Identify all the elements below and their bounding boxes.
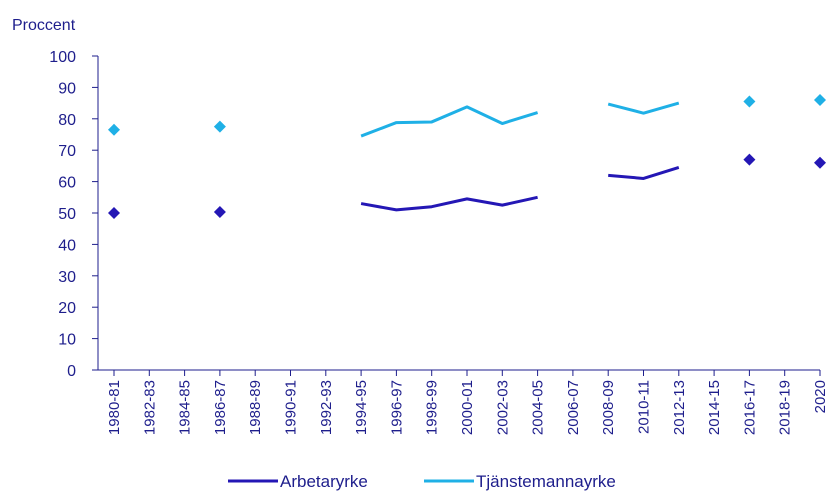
x-ticks: 1980-81 1982-83 1984-85 1986-87 1988-89 1990-…: [106, 370, 829, 435]
series-line: [360, 105, 539, 138]
x-tick-label: 2016-17: [741, 380, 758, 435]
y-tick-label: 20: [58, 300, 76, 317]
series-line: [360, 195, 538, 212]
x-tick-label: 2004-05: [530, 380, 547, 435]
data-point-marker: [743, 153, 756, 166]
x-tick-label: 1986-87: [212, 380, 229, 435]
y-ticks: 0 10 20 30 40 50 60 70 80 90 100: [49, 49, 98, 380]
series-line: [608, 166, 680, 180]
x-tick-label: 2018-19: [777, 380, 794, 435]
x-tick-label: 2014-15: [706, 380, 723, 435]
x-tick-label: 2002-03: [494, 380, 511, 435]
data-point-marker: [814, 156, 826, 169]
series-line: [607, 101, 680, 115]
y-tick-label: 60: [58, 175, 76, 192]
y-tick-label: 0: [67, 363, 76, 380]
data-point-marker: [108, 207, 120, 219]
series-tjänstemannayrke: [108, 93, 826, 138]
x-tick-label: 2000-01: [459, 380, 476, 435]
x-tick-label: 1984-85: [177, 380, 194, 435]
x-tick-label: 2012-13: [671, 380, 688, 435]
x-tick-label: 2010-11: [636, 380, 653, 434]
x-tick-label: 1992-93: [318, 380, 335, 435]
series-layer: [108, 93, 826, 219]
legend-label: Arbetaryrke: [280, 472, 368, 491]
x-tick-label: 1998-99: [424, 380, 441, 435]
data-point-marker: [814, 93, 826, 106]
x-tick-label: 1982-83: [141, 380, 158, 435]
x-tick-label: 1988-89: [247, 380, 264, 435]
x-tick-label: 2020: [812, 380, 829, 413]
y-tick-label: 80: [58, 112, 76, 129]
y-axis-title: Proccent: [12, 17, 76, 34]
x-tick-label: 2008-09: [600, 380, 617, 435]
series-arbetaryrke: [108, 153, 826, 219]
x-tick-label: 1996-97: [388, 380, 405, 435]
x-tick-label: 2006-07: [565, 380, 582, 435]
y-tick-label: 100: [49, 49, 76, 66]
x-tick-label: 1980-81: [106, 380, 123, 435]
y-tick-label: 30: [58, 269, 76, 286]
data-point-marker: [743, 95, 756, 108]
legend: Arbetaryrke Tjänstemannayrke: [228, 472, 616, 491]
y-tick-label: 90: [58, 80, 76, 97]
data-point-marker: [213, 206, 226, 219]
y-tick-label: 70: [58, 143, 76, 160]
legend-label: Tjänstemannayrke: [476, 472, 616, 491]
data-point-marker: [108, 123, 120, 136]
x-tick-label: 1990-91: [283, 380, 300, 435]
y-tick-label: 50: [58, 206, 76, 223]
y-tick-label: 40: [58, 237, 76, 254]
x-tick-label: 1994-95: [353, 380, 370, 435]
y-tick-label: 10: [58, 332, 76, 349]
data-point-marker: [213, 120, 226, 133]
